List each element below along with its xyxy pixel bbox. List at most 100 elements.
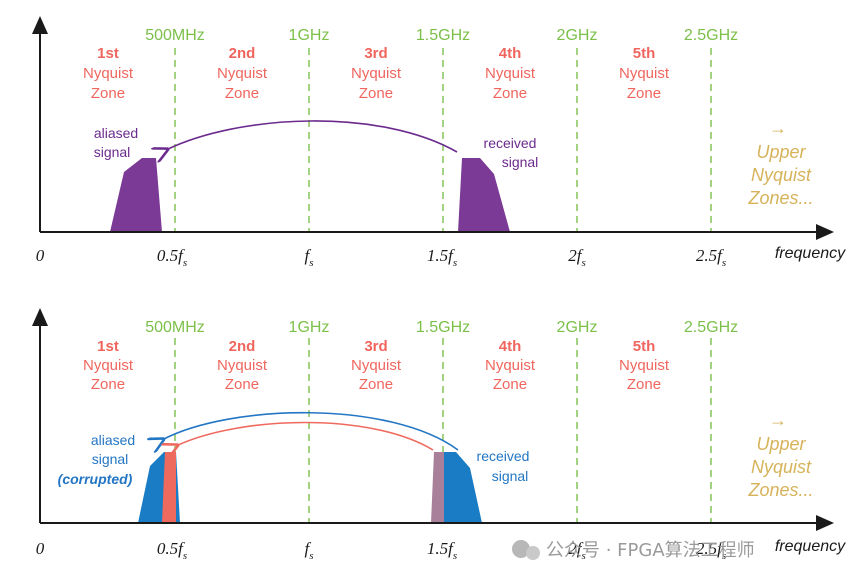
bottom-upper-zones-arrow: →	[769, 410, 787, 430]
bottom-aliasing-arrow-red	[176, 421, 434, 451]
bottom-aliased-label-line2: signal	[92, 451, 129, 467]
bottom-aliased-label-line1: aliased	[91, 432, 135, 448]
svg-text:5th: 5th	[633, 338, 656, 355]
svg-text:4th: 4th	[499, 45, 522, 62]
svg-text:Zone: Zone	[359, 376, 393, 393]
freq-label-500mhz: 500MHz	[145, 27, 205, 44]
svg-text:5th: 5th	[633, 45, 656, 62]
top-received-label-line2: signal	[502, 154, 539, 170]
top-aliased-label-line2: signal	[94, 144, 131, 160]
wechat-icon-small	[526, 546, 540, 560]
top-upper-zones-line1: Upper	[756, 142, 806, 162]
bottom-received-signal-blue	[444, 452, 482, 523]
zone-label-3: 3rd Nyquist Zone	[351, 45, 402, 102]
svg-text:3rd: 3rd	[364, 338, 387, 355]
bottom-upper-zones-line3: Zones...	[747, 480, 813, 500]
svg-text:Nyquist: Nyquist	[485, 357, 536, 374]
freq-label-1ghz-b: 1GHz	[289, 319, 330, 336]
watermark: 公众号 · FPGA算法工程师	[512, 540, 755, 561]
svg-text:2nd: 2nd	[229, 338, 256, 355]
top-received-signal-shape	[458, 158, 510, 232]
zone-label-5: 5th Nyquist Zone	[619, 45, 670, 102]
svg-text:Nyquist: Nyquist	[217, 65, 268, 82]
top-upper-zones-arrow: →	[769, 118, 787, 138]
bottom-upper-zones-line2: Nyquist	[751, 457, 812, 477]
zone-label-2-b: 2nd Nyquist Zone	[217, 338, 268, 393]
svg-text:Nyquist: Nyquist	[485, 65, 536, 82]
zone-label-4-b: 4th Nyquist Zone	[485, 338, 536, 393]
top-x-axis-arrowhead	[816, 224, 834, 240]
top-axis-title: frequency	[775, 245, 846, 262]
freq-label-1ghz: 1GHz	[289, 27, 330, 44]
svg-text:Nyquist: Nyquist	[83, 357, 134, 374]
freq-label-2-5ghz: 2.5GHz	[684, 27, 738, 44]
freq-label-1-5ghz-b: 1.5GHz	[416, 319, 470, 336]
svg-text:2nd: 2nd	[229, 45, 256, 62]
zone-label-3-b: 3rd Nyquist Zone	[351, 338, 402, 393]
svg-text:Zone: Zone	[91, 85, 125, 102]
top-panel: 500MHz 1GHz 1.5GHz 2GHz 2.5GHz 1st Nyqui…	[32, 16, 846, 269]
freq-label-500mhz-b: 500MHz	[145, 319, 205, 336]
bottom-tick-half-fs: 0.5fs	[157, 539, 187, 562]
freq-label-1-5ghz: 1.5GHz	[416, 27, 470, 44]
freq-label-2-5ghz-b: 2.5GHz	[684, 319, 738, 336]
bottom-panel: 500MHz 1GHz 1.5GHz 2GHz 2.5GHz 1st Nyqui…	[32, 308, 846, 562]
bottom-received-label-line1: received	[477, 448, 530, 464]
svg-text:Nyquist: Nyquist	[619, 357, 670, 374]
zone-label-1-b: 1st Nyquist Zone	[83, 338, 134, 393]
top-y-axis-arrowhead	[32, 16, 48, 34]
top-tick-one-half-fs: 1.5fs	[427, 246, 457, 269]
svg-text:1st: 1st	[97, 338, 119, 355]
svg-text:Nyquist: Nyquist	[217, 357, 268, 374]
zone-label-2: 2nd Nyquist Zone	[217, 45, 268, 102]
svg-text:Zone: Zone	[359, 85, 393, 102]
zone-label-4: 4th Nyquist Zone	[485, 45, 536, 102]
svg-text:Nyquist: Nyquist	[351, 65, 402, 82]
watermark-text: 公众号 · FPGA算法工程师	[546, 540, 755, 561]
bottom-axis-title: frequency	[775, 538, 846, 555]
top-tick-fs: fs	[304, 246, 313, 269]
svg-text:Zone: Zone	[91, 376, 125, 393]
bottom-tick-zero: 0	[36, 539, 45, 558]
bottom-aliasing-arrow-blue	[162, 411, 459, 450]
top-aliasing-arrow	[166, 120, 458, 152]
bottom-aliased-signal-red	[162, 452, 176, 523]
top-upper-zones-line2: Nyquist	[751, 165, 812, 185]
svg-text:Zone: Zone	[627, 376, 661, 393]
freq-label-2ghz: 2GHz	[557, 27, 598, 44]
svg-text:4th: 4th	[499, 338, 522, 355]
zone-label-1: 1st Nyquist Zone	[83, 45, 134, 102]
svg-text:Zone: Zone	[493, 85, 527, 102]
svg-text:Zone: Zone	[225, 85, 259, 102]
svg-text:Nyquist: Nyquist	[351, 357, 402, 374]
top-upper-zones-line3: Zones...	[747, 188, 813, 208]
bottom-received-signal-mauve	[431, 452, 446, 523]
top-received-label-line1: received	[484, 135, 537, 151]
top-tick-half-fs: 0.5fs	[157, 246, 187, 269]
svg-text:Nyquist: Nyquist	[619, 65, 670, 82]
top-tick-two-fs: 2fs	[568, 246, 586, 269]
svg-text:Zone: Zone	[225, 376, 259, 393]
bottom-corrupted-label: (corrupted)	[58, 471, 133, 487]
bottom-tick-one-half-fs: 1.5fs	[427, 539, 457, 562]
svg-text:3rd: 3rd	[364, 45, 387, 62]
wechat-icon	[512, 540, 530, 558]
top-aliased-signal-shape	[110, 158, 162, 232]
svg-text:Zone: Zone	[627, 85, 661, 102]
svg-text:Nyquist: Nyquist	[83, 65, 134, 82]
zone-label-5-b: 5th Nyquist Zone	[619, 338, 670, 393]
freq-label-2ghz-b: 2GHz	[557, 319, 598, 336]
bottom-received-label-line2: signal	[492, 468, 529, 484]
top-aliased-label-line1: aliased	[94, 125, 138, 141]
bottom-y-axis-arrowhead	[32, 308, 48, 326]
bottom-tick-two-half-fs: 2.5fs	[696, 539, 726, 562]
bottom-x-axis-arrowhead	[816, 515, 834, 531]
bottom-upper-zones-line1: Upper	[756, 434, 806, 454]
svg-text:Zone: Zone	[493, 376, 527, 393]
bottom-tick-fs: fs	[304, 539, 313, 562]
svg-text:1st: 1st	[97, 45, 119, 62]
top-tick-two-half-fs: 2.5fs	[696, 246, 726, 269]
bottom-tick-two-fs: 2fs	[568, 539, 586, 562]
top-tick-zero: 0	[36, 246, 45, 265]
